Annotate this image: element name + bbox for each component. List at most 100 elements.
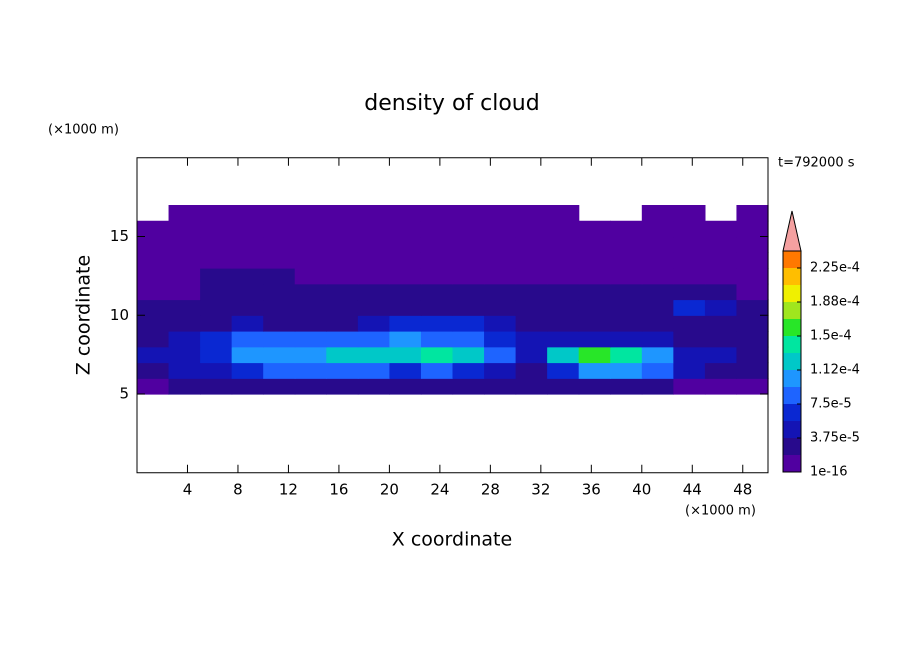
contour-cell — [484, 331, 517, 348]
contour-cell — [641, 315, 674, 332]
contour-cell — [357, 331, 390, 348]
contour-cell — [137, 268, 170, 285]
contour-cell — [547, 362, 580, 379]
contour-cell — [326, 252, 359, 269]
contour-cell — [484, 283, 517, 301]
x-tick-label: 48 — [733, 480, 752, 498]
contour-cell — [231, 205, 264, 222]
x-tick-label: 32 — [531, 480, 550, 498]
contour-cell — [641, 283, 674, 301]
contour-cell — [389, 378, 422, 395]
colorbar-extend — [782, 210, 802, 252]
contour-cell — [641, 362, 674, 379]
contour-cell — [547, 378, 580, 395]
contour-cell — [231, 252, 264, 269]
contour-cell — [736, 362, 769, 379]
colorbar-band — [783, 251, 801, 268]
contour-cell — [578, 299, 611, 316]
contour-cell — [294, 252, 327, 269]
contour-cell — [389, 205, 422, 222]
colorbar-band — [783, 438, 801, 455]
colorbar-tick-label: 2.25e-4 — [810, 261, 860, 276]
contour-cell — [641, 378, 674, 395]
contour-cell — [547, 346, 580, 364]
contour-cell — [263, 315, 296, 332]
contour-cell — [168, 252, 201, 269]
contour-cell — [137, 331, 170, 348]
x-tick-label: 8 — [233, 480, 243, 498]
x-unit: (×1000 m) — [685, 504, 756, 519]
contour-cell — [515, 252, 548, 269]
contour-cell — [452, 299, 485, 316]
colorbar-tick-label: 1e-16 — [810, 465, 848, 480]
contour-cell — [515, 331, 548, 348]
contour-cell — [357, 220, 390, 238]
contour-cell — [263, 283, 296, 301]
contour-cell — [294, 268, 327, 285]
contour-cell — [137, 299, 170, 316]
contour-cell — [168, 346, 201, 364]
contour-cell — [168, 331, 201, 348]
contour-cell — [389, 346, 422, 364]
contour-cell — [484, 252, 517, 269]
time-label: t=792000 s — [778, 156, 855, 171]
contour-cell — [484, 236, 517, 253]
contour-cell — [263, 299, 296, 316]
contour-cell — [389, 299, 422, 316]
contour-cell — [200, 268, 233, 285]
contour-cell — [452, 252, 485, 269]
contour-cell — [294, 346, 327, 364]
contour-cell — [294, 283, 327, 301]
contour-cell — [736, 346, 769, 364]
contour-cell — [294, 362, 327, 379]
contour-cell — [326, 283, 359, 301]
contour-cell — [610, 346, 643, 364]
y-tick-label: 15 — [110, 227, 129, 245]
contour-cell — [673, 220, 706, 238]
contour-cell — [294, 236, 327, 253]
contour-cell — [294, 378, 327, 395]
contour-cell — [704, 252, 738, 269]
contour-cell — [736, 205, 769, 222]
contour-cell — [200, 283, 233, 301]
contour-cell — [515, 236, 548, 253]
contour-cell — [610, 315, 643, 332]
contour-cell — [326, 346, 359, 364]
contour-cell — [673, 268, 706, 285]
contour-cell — [263, 362, 296, 379]
contour-cell — [641, 252, 674, 269]
contour-cell — [200, 362, 233, 379]
x-tick-label: 40 — [632, 480, 651, 498]
contour-cell — [547, 315, 580, 332]
contour-cell — [515, 362, 548, 379]
contour-cell — [420, 283, 454, 301]
contour-cell — [578, 378, 611, 395]
colorbar-tick-label: 1.88e-4 — [810, 295, 860, 310]
contour-cell — [200, 378, 233, 395]
contour-cell — [452, 283, 485, 301]
contour-cell — [420, 220, 454, 238]
contour-cell — [673, 299, 706, 316]
contour-cell — [547, 236, 580, 253]
contour-cell — [137, 315, 170, 332]
contour-cell — [168, 378, 201, 395]
contour-cell — [294, 205, 327, 222]
contour-cell — [231, 220, 264, 238]
contour-cell — [200, 315, 233, 332]
chart-title: density of cloud — [364, 91, 539, 116]
contour-cell — [420, 252, 454, 269]
contour-cell — [704, 331, 738, 348]
contour-cell — [704, 283, 738, 301]
contour-cell — [326, 331, 359, 348]
contour-cell — [704, 346, 738, 364]
contour-cell — [389, 331, 422, 348]
colorbar-band — [783, 302, 801, 319]
contour-cell — [515, 220, 548, 238]
contour-cell — [704, 220, 738, 238]
contour-cell — [200, 346, 233, 364]
contour-cell — [357, 315, 390, 332]
contour-cell — [578, 236, 611, 253]
contour-cell — [137, 283, 170, 301]
contour-cell — [547, 283, 580, 301]
contour-cell — [389, 220, 422, 238]
